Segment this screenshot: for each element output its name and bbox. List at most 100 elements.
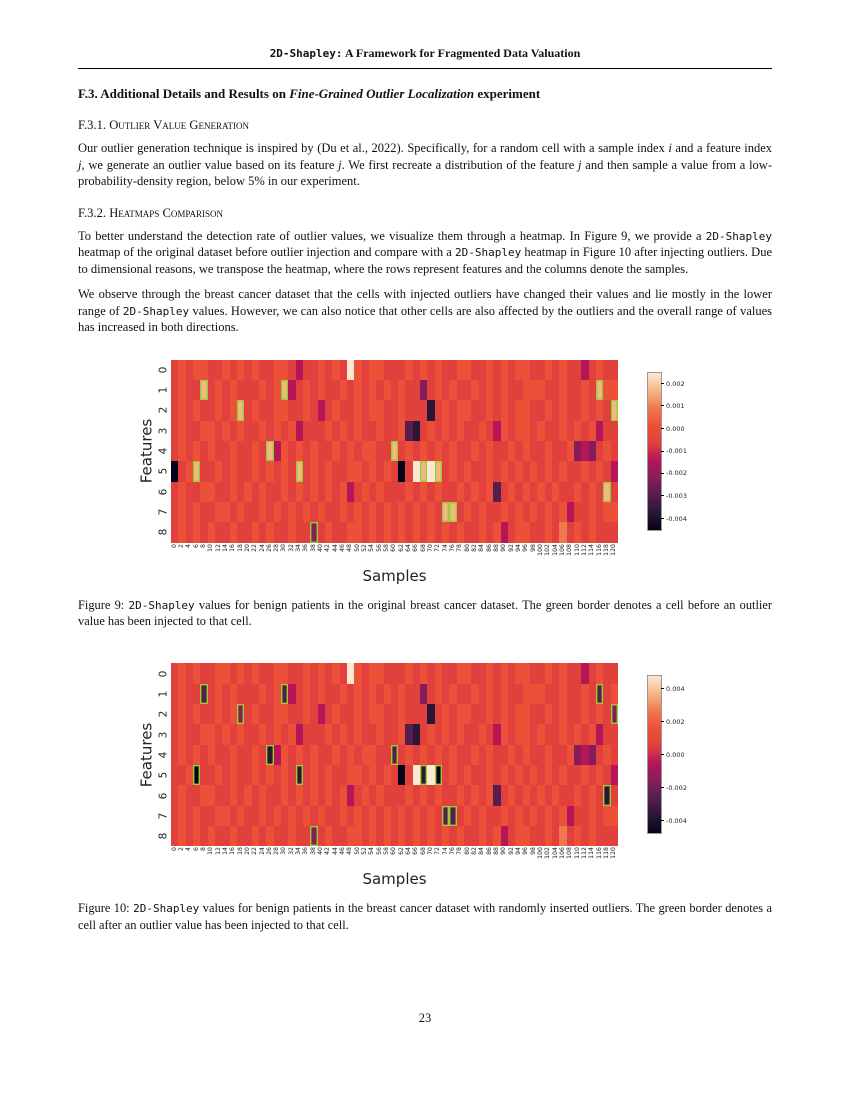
heatmap-cell bbox=[486, 765, 494, 786]
heatmap-cell bbox=[544, 785, 553, 806]
heatmap-cell bbox=[354, 481, 362, 502]
heatmap-cell bbox=[324, 805, 333, 827]
heatmap-cell bbox=[420, 400, 428, 421]
x-tick-label: 10 bbox=[207, 543, 215, 552]
heatmap-cell bbox=[515, 724, 523, 745]
heatmap-cell bbox=[200, 663, 208, 684]
heatmap-cell bbox=[478, 461, 487, 482]
heatmap-cell bbox=[214, 420, 223, 441]
heatmap-cell bbox=[596, 440, 604, 462]
x-tick-label: 78 bbox=[456, 543, 464, 552]
heatmap-cell bbox=[566, 724, 575, 745]
heatmap-cell bbox=[471, 420, 479, 441]
heatmap-cell bbox=[559, 663, 567, 684]
heatmap-cell bbox=[251, 379, 259, 401]
heatmap-cell bbox=[280, 481, 289, 502]
heatmap-cell bbox=[530, 522, 538, 543]
heatmap-cell bbox=[178, 420, 186, 441]
heatmap-cell bbox=[508, 765, 516, 786]
heatmap-cell bbox=[456, 481, 465, 502]
heatmap-cell bbox=[464, 683, 472, 705]
heatmap-cell bbox=[522, 481, 531, 502]
heatmap-cell bbox=[288, 785, 296, 806]
heatmap-cell bbox=[214, 663, 223, 684]
heatmap-cell bbox=[493, 461, 501, 482]
heatmap-cell bbox=[288, 461, 296, 482]
heatmap-cell bbox=[368, 683, 377, 705]
heatmap-cell bbox=[610, 744, 618, 766]
heatmap-cell bbox=[346, 481, 355, 502]
heatmap-cell bbox=[500, 400, 509, 421]
heatmap-cell bbox=[339, 805, 347, 827]
heatmap-cell bbox=[588, 826, 597, 847]
heatmap-cell bbox=[412, 663, 421, 684]
heatmap-cell bbox=[405, 522, 413, 543]
x-tick-label: 102 bbox=[544, 847, 552, 860]
heatmap-cell bbox=[464, 704, 472, 725]
heatmap-cell bbox=[192, 522, 201, 543]
x-tick-label: 18 bbox=[236, 847, 244, 856]
heatmap-cell bbox=[398, 785, 406, 806]
heatmap-cell bbox=[236, 501, 245, 523]
math-j: j bbox=[78, 157, 82, 172]
heatmap-cell bbox=[405, 724, 413, 745]
heatmap-cell bbox=[603, 461, 611, 482]
heatmap-cell bbox=[390, 785, 399, 806]
heatmap-cell bbox=[478, 522, 487, 543]
heatmap-cell bbox=[251, 420, 259, 441]
heatmap-cell bbox=[207, 765, 215, 786]
citation-du-2022[interactable]: (Du et al., 2022) bbox=[317, 141, 401, 155]
heatmap-cell bbox=[581, 379, 589, 401]
heatmap-cell bbox=[200, 805, 208, 827]
heatmap-cell bbox=[427, 481, 435, 502]
subsection-f31-number: F.3.1. bbox=[78, 118, 110, 132]
heatmap-cell bbox=[442, 683, 450, 705]
y-tick-label: 7 bbox=[157, 812, 170, 820]
heatmap-cell bbox=[171, 359, 179, 380]
heatmap-cell bbox=[456, 724, 465, 745]
heatmap-cell bbox=[207, 481, 215, 502]
heatmap-cell bbox=[390, 359, 399, 380]
heatmap-cell bbox=[515, 785, 523, 806]
x-tick-label: 114 bbox=[588, 847, 596, 860]
heatmap-cell bbox=[266, 440, 274, 462]
running-title: 2D-Shapley: A Framework for Fragmented D… bbox=[78, 46, 772, 61]
heatmap-cell bbox=[405, 440, 413, 462]
heatmap-cell bbox=[222, 359, 230, 380]
heatmap-cell bbox=[420, 420, 428, 441]
heatmap-cell bbox=[192, 663, 201, 684]
heatmap-cell bbox=[280, 440, 289, 462]
heatmap-cell bbox=[508, 663, 516, 684]
heatmap-cell bbox=[339, 461, 347, 482]
heatmap-cell bbox=[412, 522, 421, 543]
heatmap-cell bbox=[478, 765, 487, 786]
heatmap-cell bbox=[207, 440, 215, 462]
heatmap-cell bbox=[530, 744, 538, 766]
heatmap-cell bbox=[332, 826, 340, 847]
x-tick-label: 12 bbox=[214, 543, 222, 552]
y-tick-label: 6 bbox=[157, 488, 170, 496]
heatmap-cell bbox=[515, 522, 523, 543]
heatmap-cell bbox=[185, 359, 193, 380]
heatmap-cell bbox=[500, 501, 509, 523]
heatmap-cell bbox=[185, 663, 193, 684]
heatmap-cell bbox=[317, 400, 325, 421]
figure-10-caption: Figure 10: 2D-Shapley values for benign … bbox=[78, 900, 772, 933]
heatmap-cell bbox=[493, 744, 501, 766]
heatmap-cell bbox=[354, 704, 362, 725]
y-tick-label: 6 bbox=[157, 792, 170, 799]
heatmap-cell bbox=[368, 420, 377, 441]
heatmap-cell bbox=[610, 785, 618, 806]
heatmap-cell bbox=[508, 481, 516, 502]
heatmap-cell bbox=[266, 785, 274, 806]
heatmap-cell bbox=[405, 765, 413, 786]
heatmap-cell bbox=[324, 724, 333, 745]
heatmap-cell bbox=[354, 826, 362, 847]
heatmap-cell bbox=[544, 420, 553, 441]
heatmap-cell bbox=[478, 481, 487, 502]
heatmap-cell bbox=[310, 724, 318, 745]
heatmap-cell bbox=[383, 785, 391, 806]
heatmap-cell bbox=[200, 724, 208, 745]
heatmap-cell bbox=[383, 663, 391, 684]
heatmap-cell bbox=[192, 805, 201, 827]
